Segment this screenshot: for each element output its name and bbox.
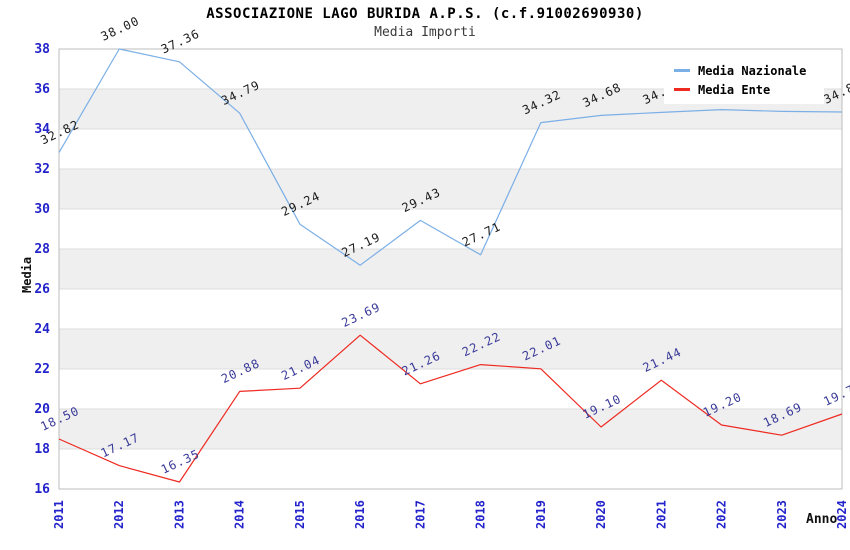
chart-title: ASSOCIAZIONE LAGO BURIDA A.P.S. (c.f.910… [206,6,644,22]
media-ente-line [58,334,843,483]
media-nazionale-value-label: 27.71 [460,219,503,249]
y-tick-label: 34 [34,122,50,137]
y-axis-title: Media [20,256,34,293]
legend-row-media-nazionale: Media Nazionale [674,61,824,80]
x-tick-label: 2015 [293,500,307,529]
media-nazionale-line-swatch [674,69,690,72]
plot-band [59,409,842,449]
x-tick-label: 2024 [835,500,849,529]
y-tick-label: 30 [34,202,50,217]
y-tick-label: 22 [34,362,50,377]
plot-band [59,249,842,289]
x-axis-title: Anno [806,512,838,527]
y-tick-label: 38 [34,42,50,57]
y-tick-label: 32 [34,162,50,177]
media-nazionale-value-label: 37.36 [159,26,202,56]
media-nazionale-value-label: 34.85 [821,77,850,107]
x-tick-label: 2019 [534,500,548,529]
legend-row-media-ente: Media Ente [674,80,824,99]
media-ente-line-swatch [674,88,690,91]
x-tick-label: 2023 [775,500,789,529]
x-tick-label: 2020 [594,500,608,529]
plot-border [58,48,843,490]
x-tick-label: 2017 [413,500,427,529]
legend-label-media-ente: Media Ente [698,82,771,97]
x-tick-label: 2018 [474,500,488,529]
x-tick-label: 2022 [715,500,729,529]
x-tick-label: 2021 [654,500,668,529]
y-tick-label: 28 [34,242,50,257]
legend-label-media-nazionale: Media Nazionale [698,63,807,78]
legend: Media Nazionale Media Ente [664,56,824,104]
x-tick-label: 2016 [353,500,367,529]
x-tick-label: 2011 [52,500,66,529]
x-tick-label: 2012 [112,500,126,529]
media-ente-value-label: 16.35 [159,447,202,477]
y-tick-label: 20 [34,402,50,417]
media-ente-value-label: 19.75 [821,379,850,409]
y-tick-label: 24 [34,322,50,337]
y-tick-label: 16 [34,482,50,497]
chart-subtitle: Media Importi [374,25,476,40]
x-tick-label: 2013 [172,500,186,529]
plot-band [59,169,842,209]
media-nazionale-line [58,48,843,266]
x-tick-label: 2014 [233,500,247,529]
media-ente-value-label: 23.69 [340,300,383,330]
y-tick-label: 26 [34,282,50,297]
media-nazionale-value-label: 38.00 [99,14,142,44]
plot-band [59,329,842,369]
y-tick-label: 36 [34,82,50,97]
y-tick-label: 18 [34,442,50,457]
